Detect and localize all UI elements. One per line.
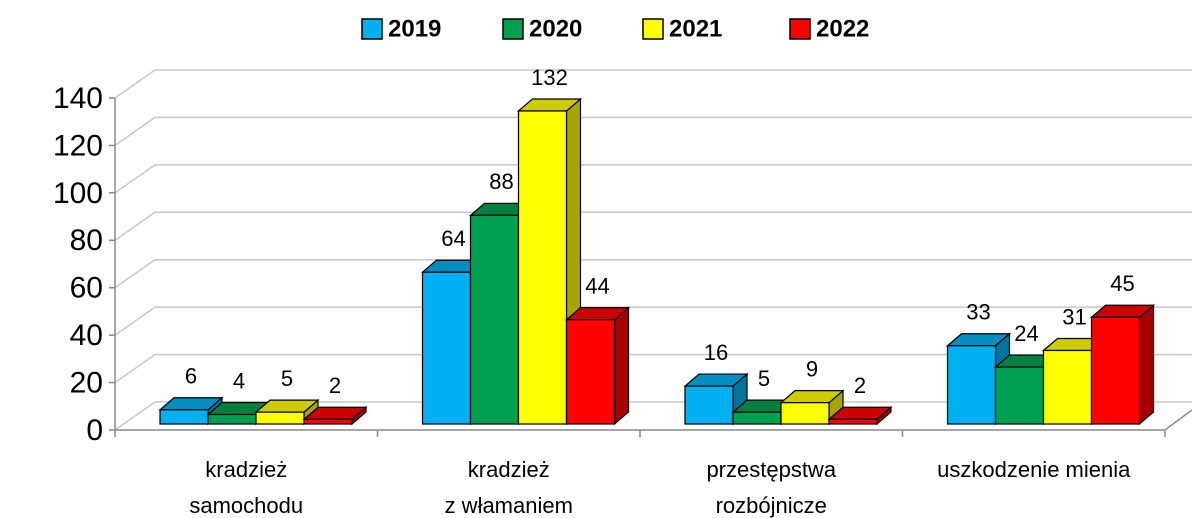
value-label: 2: [329, 373, 341, 398]
bar: [517, 110, 568, 425]
bar: [565, 319, 616, 425]
value-label: 33: [966, 300, 990, 325]
grid-line: [114, 211, 1192, 241]
legend-label: 2022: [816, 15, 869, 42]
bar: [1042, 349, 1093, 425]
value-label: 9: [806, 356, 818, 381]
value-label: 6: [185, 364, 197, 389]
value-label: 4: [233, 368, 245, 393]
legend-swatch: [642, 18, 664, 40]
value-label: 31: [1062, 304, 1086, 329]
bar: [780, 402, 830, 425]
grid-line: [114, 401, 1192, 431]
bar: [207, 413, 257, 425]
value-label: 24: [1014, 321, 1038, 346]
value-label: 2: [854, 373, 866, 398]
grid-line: [114, 69, 1192, 99]
legend-label: 2019: [388, 15, 441, 42]
grid-line: [114, 116, 1192, 147]
legend-swatch: [361, 18, 383, 40]
value-label: 5: [281, 366, 293, 391]
bar: [469, 214, 520, 425]
bar: [255, 411, 305, 425]
bar: [684, 385, 734, 425]
y-tick-label: 80: [70, 224, 103, 257]
value-label: 88: [489, 169, 513, 194]
grid-line: [114, 164, 1192, 194]
grid-line: [114, 258, 1192, 289]
bar: [994, 366, 1045, 425]
y-tick-label: 100: [53, 177, 103, 210]
bar: [946, 345, 997, 425]
legend-label: 2020: [529, 15, 582, 42]
value-label: 132: [531, 65, 568, 90]
y-tick-label: 140: [53, 82, 103, 115]
bar-side: [1138, 303, 1155, 426]
y-tick-label: 40: [70, 319, 103, 352]
bar: [1090, 316, 1141, 425]
grid-line: [114, 353, 1192, 384]
bar: [159, 409, 209, 425]
bar: [303, 418, 353, 425]
grid-line: [114, 306, 1192, 336]
legend-label: 2021: [669, 15, 722, 42]
value-label: 64: [441, 226, 465, 251]
value-label: 45: [1110, 271, 1134, 296]
bar: [732, 411, 782, 425]
x-tick-label: przestępstwa rozbójnicze: [706, 457, 837, 518]
value-label: 5: [758, 366, 770, 391]
x-tick-label: uszkodzenie mienia: [937, 457, 1131, 482]
x-tick-label: kradzież z włamaniem: [444, 457, 573, 518]
legend-swatch: [789, 18, 811, 40]
value-label: 16: [704, 340, 728, 365]
legend-swatch: [502, 18, 524, 40]
value-label: 44: [585, 273, 609, 298]
bar-side: [613, 306, 630, 426]
bar: [828, 418, 878, 425]
y-tick-label: 20: [70, 366, 103, 399]
y-tick-label: 0: [86, 414, 103, 447]
y-tick-label: 60: [70, 272, 103, 305]
bar: [421, 271, 472, 425]
y-tick-label: 120: [53, 129, 103, 162]
x-tick-label: kradzież samochodu: [189, 457, 304, 518]
